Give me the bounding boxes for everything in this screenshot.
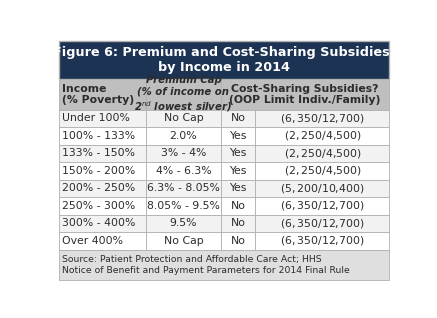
Bar [221,215,255,232]
Text: ($6,350 / $12,700): ($6,350 / $12,700) [280,217,364,230]
Text: 133% - 150%: 133% - 150% [62,149,135,158]
Text: 2.0%: 2.0% [170,131,197,141]
Bar [59,215,146,232]
Text: 3% - 4%: 3% - 4% [161,149,206,158]
Bar [255,162,389,180]
Bar [146,215,221,232]
Text: 100% - 133%: 100% - 133% [62,131,135,141]
Text: Source: Patient Protection and Affordable Care Act; HHS
Notice of Benefit and Pa: Source: Patient Protection and Affordabl… [62,255,350,274]
Bar [146,197,221,215]
Bar [59,127,146,145]
Text: ($6,350 / $12,700): ($6,350 / $12,700) [280,112,364,125]
Bar [59,41,389,79]
Bar [59,232,146,250]
Text: ($2,250 / $4,500): ($2,250 / $4,500) [284,164,361,177]
Bar [255,197,389,215]
Text: 9.5%: 9.5% [170,218,197,228]
Bar [221,197,255,215]
Text: 300% - 400%: 300% - 400% [62,218,135,228]
Bar [255,110,389,127]
Bar [146,145,221,162]
Bar [255,145,389,162]
Text: Yes: Yes [229,183,247,193]
Bar [221,127,255,145]
Text: No: No [230,218,246,228]
Bar [146,110,221,127]
Bar [255,180,389,197]
Text: Yes: Yes [229,149,247,158]
Bar [221,162,255,180]
Text: No Cap: No Cap [163,113,203,123]
Bar [59,79,146,110]
Text: ($2,250 / $4,500): ($2,250 / $4,500) [284,129,361,142]
Text: 6.3% - 8.05%: 6.3% - 8.05% [147,183,220,193]
Text: No Cap: No Cap [163,236,203,246]
Text: Income
(% Poverty): Income (% Poverty) [62,84,134,105]
Text: Yes: Yes [229,166,247,176]
Text: No: No [230,201,246,211]
Text: ($6,350 / $12,700): ($6,350 / $12,700) [280,199,364,212]
Text: Premium Cap
(% of income on
2$^{nd}$ lowest silver): Premium Cap (% of income on 2$^{nd}$ low… [135,75,232,114]
Bar [221,79,389,110]
Text: Figure 6: Premium and Cost-Sharing Subsidies,
by Income in 2014: Figure 6: Premium and Cost-Sharing Subsi… [53,46,395,74]
Text: Yes: Yes [229,131,247,141]
Bar [221,110,255,127]
Bar [221,180,255,197]
Text: No: No [230,236,246,246]
Text: Over 400%: Over 400% [62,236,123,246]
Bar [255,232,389,250]
Text: 4% - 6.3%: 4% - 6.3% [156,166,211,176]
Bar [146,232,221,250]
Text: Under 100%: Under 100% [62,113,130,123]
Bar [146,79,221,110]
Text: ($2,250 / $4,500): ($2,250 / $4,500) [284,147,361,160]
Bar [59,250,389,280]
Bar [221,145,255,162]
Bar [59,162,146,180]
Bar [255,127,389,145]
Bar [146,127,221,145]
Bar [146,180,221,197]
Text: ($6,350 / $12,700): ($6,350 / $12,700) [280,234,364,247]
Text: 150% - 200%: 150% - 200% [62,166,135,176]
Bar [221,232,255,250]
Bar [255,215,389,232]
Text: 200% - 250%: 200% - 250% [62,183,135,193]
Bar [59,180,146,197]
Text: 250% - 300%: 250% - 300% [62,201,135,211]
Bar [146,162,221,180]
Text: Cost-Sharing Subsidies?
(OOP Limit Indiv./Family): Cost-Sharing Subsidies? (OOP Limit Indiv… [229,84,381,105]
Text: No: No [230,113,246,123]
Bar [59,110,146,127]
Bar [59,145,146,162]
Bar [59,197,146,215]
Text: ($5,200 / $10,400): ($5,200 / $10,400) [280,182,364,195]
Text: 8.05% - 9.5%: 8.05% - 9.5% [147,201,220,211]
